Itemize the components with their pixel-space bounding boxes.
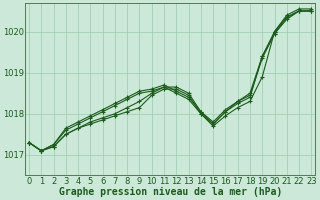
X-axis label: Graphe pression niveau de la mer (hPa): Graphe pression niveau de la mer (hPa) [59, 187, 282, 197]
